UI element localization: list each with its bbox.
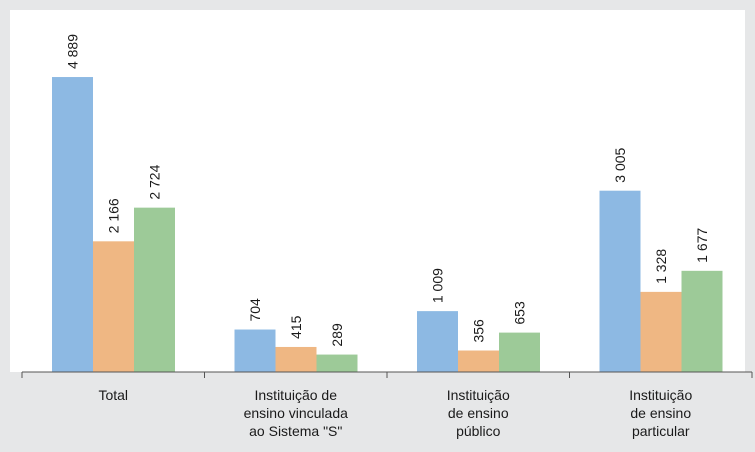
bar [316, 354, 358, 372]
bar [275, 346, 317, 372]
x-tick-label: Total [98, 387, 128, 403]
bar [52, 77, 93, 372]
x-tick-label-line: Instituição de [255, 387, 338, 403]
x-tick-label-line: ensino vinculada [244, 405, 349, 421]
value-label: 704 [247, 298, 263, 322]
x-tick-label-line: de ensino [448, 405, 509, 421]
bar [234, 329, 276, 372]
x-tick-label-line: Instituição [447, 387, 510, 403]
x-tick-label: Instituição de ensino particular [629, 387, 692, 439]
value-label: 2 724 [147, 164, 163, 199]
value-label: 1 009 [430, 268, 446, 303]
x-tick-label-line: de ensino [630, 405, 691, 421]
value-label: 289 [329, 323, 345, 347]
value-label: 2 166 [106, 198, 122, 233]
x-tick-label-line: Total [98, 387, 128, 403]
x-tick-label-line: público [456, 423, 501, 439]
bar [458, 350, 499, 372]
x-tick-label-line: Instituição [629, 387, 692, 403]
bar [417, 311, 458, 372]
bar [134, 207, 175, 372]
x-tick-label-line: particular [632, 423, 690, 439]
bar [640, 291, 682, 372]
value-label: 1 328 [653, 249, 669, 284]
value-label: 1 677 [694, 228, 710, 263]
value-label: 3 005 [612, 147, 628, 182]
bar [681, 270, 723, 372]
x-tick-label: Instituição de ensino público [447, 387, 510, 439]
bar [599, 190, 641, 372]
bar [499, 332, 540, 372]
bar [93, 241, 134, 372]
x-tick-label-line: ao Sistema "S" [249, 423, 342, 439]
x-tick-label: Instituição de ensino vinculada ao Sistema… [244, 387, 349, 439]
value-label: 653 [512, 301, 528, 325]
value-label: 4 889 [65, 34, 81, 69]
value-label: 415 [288, 315, 304, 339]
value-label: 356 [471, 319, 487, 343]
